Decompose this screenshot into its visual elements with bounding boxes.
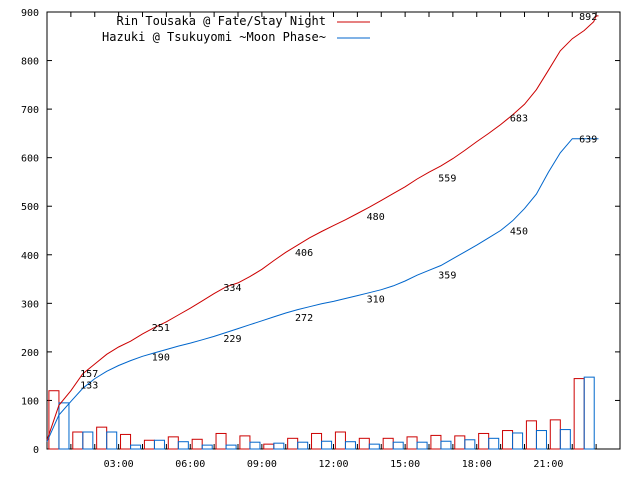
bar-rin [96, 426, 108, 450]
data-label: 310 [367, 294, 385, 305]
bar-rin [120, 433, 132, 450]
bar-hazuki [82, 431, 94, 450]
bar-hazuki [392, 441, 404, 450]
data-label: 359 [438, 271, 456, 282]
bar-rin [549, 419, 561, 450]
data-label: 229 [223, 334, 241, 345]
bar-hazuki [130, 444, 142, 450]
x-axis: 03:00 06:00 09:00 12:00 15:00 18:00 21:00 [70, 12, 597, 470]
bar-rin [239, 435, 251, 450]
data-labels: 157 251 334 406 480 559 683 892 133 190 229 272 310 3… [80, 12, 597, 392]
y-tick-label: 500 [21, 202, 39, 213]
x-tick-label: 06:00 [175, 459, 205, 470]
data-label: 406 [295, 248, 313, 259]
y-axis: 0 100 200 300 400 500 600 700 800 900 [21, 8, 620, 456]
bar-rin [72, 431, 84, 450]
data-label: 133 [80, 380, 98, 391]
data-label: 272 [295, 313, 313, 324]
bar-hazuki [583, 376, 595, 450]
bar-hazuki [297, 441, 309, 450]
y-tick-label: 200 [21, 348, 39, 359]
series-line-rin [46, 15, 599, 441]
legend-label-0: Rin Tousaka @ Fate/Stay Night [116, 14, 326, 28]
bar-rin [525, 420, 537, 450]
data-label: 334 [223, 283, 241, 294]
data-label: 892 [579, 12, 597, 23]
line-group [46, 15, 599, 442]
series-line-hazuki [46, 138, 599, 442]
bar-rin [406, 436, 418, 450]
data-label: 639 [579, 135, 597, 146]
bar-rin [334, 431, 346, 450]
bar-hazuki [225, 444, 237, 450]
legend: Rin Tousaka @ Fate/Stay Night Hazuki @ T… [102, 14, 370, 44]
y-tick-label: 100 [21, 396, 39, 407]
bar-rin [382, 437, 394, 450]
data-label: 251 [152, 323, 170, 334]
bar-hazuki [464, 439, 476, 450]
bar-hazuki [535, 430, 547, 450]
x-tick-label: 18:00 [462, 459, 492, 470]
y-tick-label: 400 [21, 251, 39, 262]
bar-rin [454, 435, 466, 450]
data-label: 683 [510, 113, 528, 124]
bar-hazuki [106, 431, 118, 450]
bar-hazuki [559, 429, 571, 450]
legend-label-1: Hazuki @ Tsukuyomi ~Moon Phase~ [102, 30, 326, 44]
bar-hazuki [416, 441, 428, 450]
bar-rin [311, 432, 323, 450]
bar-rin [478, 432, 490, 450]
bar-rin [573, 378, 585, 450]
bar-hazuki [58, 402, 70, 450]
data-label: 450 [510, 227, 528, 238]
bar-rin [430, 434, 442, 450]
bar-hazuki [344, 441, 356, 450]
y-tick-label: 600 [21, 154, 39, 165]
bar-rin [191, 438, 203, 450]
bar-hazuki [512, 432, 524, 450]
x-tick-label: 09:00 [247, 459, 277, 470]
bar-rin [143, 439, 155, 450]
data-label: 559 [438, 174, 456, 185]
bar-hazuki [249, 441, 261, 450]
data-label: 190 [152, 353, 170, 364]
bar-rin [358, 437, 370, 450]
bar-hazuki [488, 437, 500, 450]
x-tick-label: 03:00 [104, 459, 134, 470]
bar-rin [287, 437, 299, 450]
x-tick-label: 12:00 [318, 459, 348, 470]
x-tick-label: 15:00 [390, 459, 420, 470]
bar-hazuki [201, 444, 213, 450]
bar-rin [263, 443, 275, 450]
bar-hazuki [440, 440, 452, 450]
bar-hazuki [153, 439, 165, 450]
data-label: 157 [80, 369, 98, 380]
y-tick-label: 700 [21, 105, 39, 116]
bar-group [48, 376, 595, 450]
bar-hazuki [177, 441, 189, 450]
plot-frame [46, 11, 621, 450]
y-tick-label: 0 [33, 445, 39, 456]
y-tick-label: 300 [21, 299, 39, 310]
data-label: 480 [367, 212, 385, 223]
bar-hazuki [273, 442, 285, 450]
bar-rin [215, 432, 227, 450]
bar-rin [502, 430, 514, 450]
x-tick-label: 21:00 [533, 459, 563, 470]
y-tick-label: 900 [21, 8, 39, 19]
bar-rin [167, 436, 179, 450]
bar-hazuki [368, 443, 380, 450]
y-tick-label: 800 [21, 57, 39, 68]
bar-hazuki [321, 440, 333, 450]
